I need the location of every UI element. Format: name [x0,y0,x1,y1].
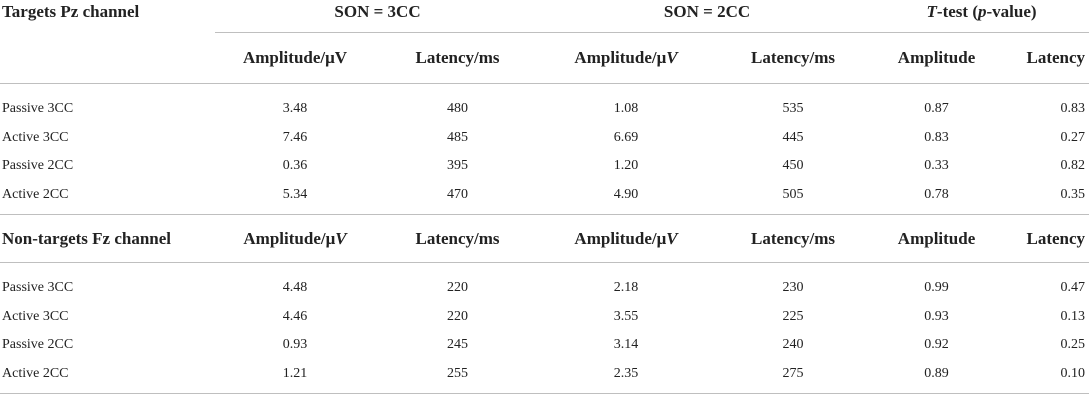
group-header-son-3cc: SON = 3CC [215,0,541,33]
nontargets-header-row: Non-targets Fz channel Amplitude/μV Late… [0,215,1089,263]
cell: 0.36 [282,158,308,173]
nontargets-section-label: Non-targets Fz channel [2,228,172,248]
nt-header-lat-3cc: Latency/ms [415,228,500,248]
nt-header-ttest-amp: Amplitude [897,228,976,248]
table-row: Passive 3CC 4.48 220 2.18 230 0.99 0.47 [0,263,1089,304]
cell: 0.27 [1060,130,1086,145]
cell: 7.46 [282,130,308,145]
cell: 275 [782,366,804,381]
sub-header-row: Amplitude/μV Latency/ms Amplitude/μV Lat… [0,33,1089,84]
row-label: Active 3CC [2,309,69,324]
table-row: Active 3CC 4.46 220 3.55 225 0.93 0.13 [0,303,1089,331]
cell: 0.47 [1060,280,1086,295]
cell: 0.89 [924,366,949,381]
cell: 220 [447,280,468,295]
table-row: Passive 3CC 3.48 480 1.08 535 0.87 0.83 [0,84,1089,125]
cell: 0.83 [1060,101,1086,116]
nt-header-amp-3cc: Amplitude/μV [243,228,347,248]
table-row: Passive 2CC 0.36 395 1.20 450 0.33 0.82 [0,152,1089,180]
row-label: Passive 2CC [2,158,74,173]
cell: 255 [447,366,468,381]
cell: 470 [447,187,468,202]
group-header-son-2cc: SON = 2CC [540,0,875,33]
cell: 4.48 [282,280,308,295]
table-row: Passive 2CC 0.93 245 3.14 240 0.92 0.25 [0,331,1089,359]
cell: 485 [447,130,468,145]
group-header-row: Targets Pz channel SON = 3CC SON = 2CC T… [0,0,1089,33]
cell: 0.93 [924,309,949,324]
cell: 220 [447,309,468,324]
nt-header-lat-2cc: Latency/ms [751,228,836,248]
row-label: Active 3CC [2,130,69,145]
cell: 0.35 [1060,187,1086,202]
sub-header-ttest-amp: Amplitude [897,48,976,67]
nt-header-amp-2cc: Amplitude/μV [574,228,678,248]
cell: 0.92 [924,337,949,352]
sub-header-spacer [0,33,215,84]
cell: 0.99 [924,280,949,295]
cell: 0.83 [924,130,949,145]
cell: 4.90 [613,187,639,202]
cell: 0.10 [1060,366,1086,381]
sub-header-lat-2cc: Latency/ms [751,48,836,67]
cell: 3.55 [613,309,639,324]
table-row: Active 3CC 7.46 485 6.69 445 0.83 0.27 [0,124,1089,152]
cell: 225 [782,309,804,324]
cell: 0.13 [1060,309,1086,324]
group-header-ttest: T-test (p-value) [874,0,1089,33]
sub-header-lat-3cc: Latency/ms [415,48,500,67]
cell: 1.21 [282,366,308,381]
cell: 2.35 [613,366,639,381]
results-table: Targets Pz channel SON = 3CC SON = 2CC T… [0,0,1089,394]
cell: 0.33 [924,158,949,173]
row-label: Passive 2CC [2,337,74,352]
cell: 245 [447,337,468,352]
cell: 0.87 [924,101,949,116]
cell: 3.14 [613,337,639,352]
cell: 1.08 [613,101,639,116]
cell: 535 [782,101,804,116]
cell: 505 [782,187,804,202]
row-label: Active 2CC [2,187,69,202]
cell: 240 [782,337,804,352]
row-label: Passive 3CC [2,280,74,295]
cell: 230 [782,280,804,295]
cell: 395 [447,158,468,173]
table-row: Active 2CC 5.34 470 4.90 505 0.78 0.35 [0,180,1089,215]
cell: 0.25 [1060,337,1086,352]
cell: 445 [782,130,804,145]
cell: 480 [447,101,468,116]
cell: 3.48 [282,101,308,116]
cell: 4.46 [282,309,308,324]
row-label: Passive 3CC [2,101,74,116]
cell: 0.78 [924,187,949,202]
cell: 6.69 [613,130,639,145]
cell: 450 [782,158,804,173]
cell: 0.93 [282,337,308,352]
cell: 2.18 [613,280,639,295]
sub-header-amp-3cc: Amplitude/μV [242,48,348,67]
sub-header-amp-2cc: Amplitude/μV [574,48,678,67]
table-row: Active 2CC 1.21 255 2.35 275 0.89 0.10 [0,359,1089,394]
targets-section-label: Targets Pz channel [2,2,140,21]
cell: 0.82 [1060,158,1086,173]
row-label: Active 2CC [2,366,69,381]
cell: 5.34 [282,187,308,202]
sub-header-ttest-lat: Latency [1026,48,1086,67]
cell: 1.20 [613,158,639,173]
nt-header-ttest-lat: Latency [1026,228,1086,248]
